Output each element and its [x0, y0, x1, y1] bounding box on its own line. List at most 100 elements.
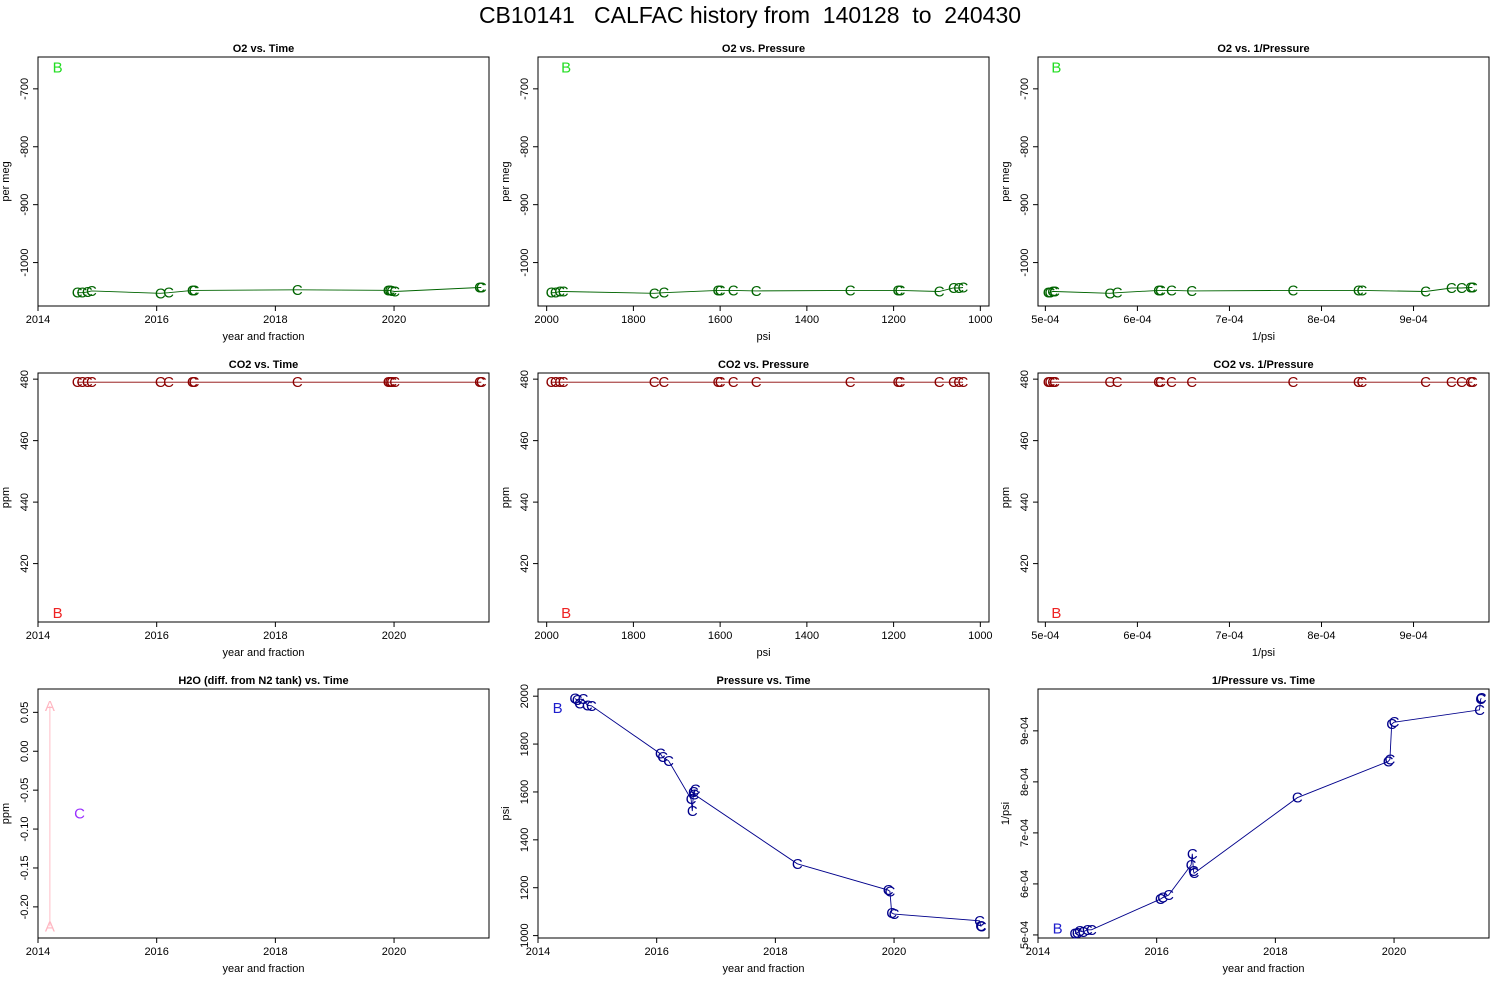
data-point-C: C — [713, 374, 724, 391]
y-axis-label: ppm — [1000, 487, 1012, 508]
panel-title: 1/Pressure vs. Time — [1212, 675, 1315, 687]
data-point-C: C — [386, 374, 397, 391]
chart-panel-co2-time: CO2 vs. Time 2014 2016 2018 2020 420 440 460 480… — [0, 359, 490, 659]
data-point-C: C — [1045, 285, 1056, 302]
series-line-C — [551, 287, 964, 294]
data-point-C: C — [74, 806, 85, 823]
x-tick-label: 2020 — [882, 946, 906, 958]
x-tick-label: 2018 — [1263, 946, 1287, 958]
x-tick-label: 1000 — [968, 630, 992, 642]
data-point-C: C — [1188, 863, 1199, 880]
y-tick-label: 440 — [19, 493, 31, 511]
data-point-C: C — [976, 919, 987, 936]
chart-panel-o2-time: O2 vs. Time 2014 2016 2018 2020 -700 -800 -900 -… — [0, 43, 490, 343]
y-tick-label: 1000 — [519, 923, 531, 947]
y-tick-label: 440 — [1019, 493, 1031, 511]
x-tick-label: 1600 — [708, 314, 732, 326]
data-point-C: C — [1386, 716, 1397, 733]
data-point-C: C — [292, 374, 303, 391]
data-point-C: C — [558, 284, 569, 301]
y-axis-label: psi — [500, 806, 512, 820]
panel-title: CO2 vs. Time — [229, 359, 299, 371]
data-point-C: C — [554, 284, 565, 301]
y-tick-label: 7e-04 — [1019, 819, 1031, 847]
chart-panel-co2-pressure: CO2 vs. Pressure 2000 1800 1600 1400 1200 1000… — [500, 359, 993, 659]
x-tick-label: 8e-04 — [1307, 630, 1335, 642]
y-axis-label: per meg — [500, 161, 512, 201]
series-line-C — [1074, 697, 1482, 934]
plot-frame — [37, 688, 490, 939]
data-point-C: C — [189, 374, 200, 391]
data-point-C: C — [1072, 925, 1083, 942]
y-tick-label: -0.10 — [19, 817, 31, 842]
y-tick-label: 5e-04 — [1019, 921, 1031, 949]
y-axis-label: 1/psi — [1000, 802, 1012, 825]
data-point-C: C — [86, 283, 97, 300]
data-point-C: C — [384, 374, 395, 391]
data-point-C: C — [713, 282, 724, 299]
data-point-C: C — [76, 285, 87, 302]
data-point-C: C — [1155, 891, 1166, 908]
data-point-C: C — [658, 285, 669, 302]
data-point-C: C — [574, 695, 585, 712]
x-axis-label: 1/psi — [1252, 331, 1275, 343]
data-point-C: C — [546, 374, 557, 391]
figure-title: CB10141 CALFAC history from 140128 to 24… — [478, 2, 1022, 28]
data-point-C: C — [554, 374, 565, 391]
data-point-C: C — [886, 905, 897, 922]
data-point-C: C — [715, 374, 726, 391]
y-tick-label: -900 — [19, 194, 31, 216]
data-point-C: C — [845, 282, 856, 299]
data-point-C: C — [1187, 846, 1198, 863]
data-point-C: C — [934, 284, 945, 301]
data-point-C: C — [953, 374, 964, 391]
data-point-C: C — [383, 282, 394, 299]
data-point-C: C — [934, 374, 945, 391]
data-point-C: C — [82, 374, 93, 391]
y-tick-label: 420 — [19, 554, 31, 572]
y-tick-label: 8e-04 — [1019, 768, 1031, 796]
data-point-C: C — [1288, 282, 1299, 299]
x-tick-label: 2000 — [534, 630, 558, 642]
y-tick-label: 460 — [19, 431, 31, 449]
data-point-C: C — [1078, 924, 1089, 941]
y-tick-label: 1600 — [519, 780, 531, 804]
data-point-C: C — [476, 279, 487, 296]
y-tick-label: 460 — [1019, 431, 1031, 449]
data-point-C: C — [476, 374, 487, 391]
data-point-C: C — [689, 786, 700, 803]
x-tick-label: 1400 — [795, 314, 819, 326]
data-point-C: C — [292, 282, 303, 299]
y-tick-label: -700 — [19, 78, 31, 100]
data-point-C: C — [893, 282, 904, 299]
y-tick-label: 440 — [519, 493, 531, 511]
y-tick-label: 2000 — [519, 684, 531, 708]
data-point-C: C — [1043, 374, 1054, 391]
data-point-C: C — [550, 285, 561, 302]
data-point-C: C — [958, 374, 969, 391]
data-point-C: C — [728, 282, 739, 299]
y-tick-label: -1000 — [519, 248, 531, 276]
data-point-C: C — [975, 918, 986, 935]
y-tick-label: -1000 — [19, 248, 31, 276]
y-axis-label: per meg — [1000, 161, 1012, 201]
y-tick-label: -0.20 — [19, 894, 31, 919]
x-axis-label: psi — [756, 331, 770, 343]
x-tick-label: 2018 — [263, 630, 287, 642]
x-tick-label: 2014 — [26, 630, 50, 642]
x-axis-label: psi — [756, 647, 770, 659]
x-tick-label: 7e-04 — [1215, 630, 1243, 642]
x-tick-label: 7e-04 — [1215, 314, 1243, 326]
data-point-B: B — [561, 605, 571, 622]
data-point-B: B — [1053, 920, 1063, 937]
x-tick-label: 2016 — [144, 314, 168, 326]
data-point-C: C — [884, 883, 895, 900]
data-point-C: C — [895, 282, 906, 299]
x-tick-label: 2018 — [763, 946, 787, 958]
data-point-C: C — [1456, 374, 1467, 391]
data-point-C: C — [1045, 374, 1056, 391]
data-point-C: C — [163, 285, 174, 302]
y-tick-label: -700 — [1019, 78, 1031, 100]
y-tick-label: 1800 — [519, 732, 531, 756]
data-point-C: C — [558, 374, 569, 391]
